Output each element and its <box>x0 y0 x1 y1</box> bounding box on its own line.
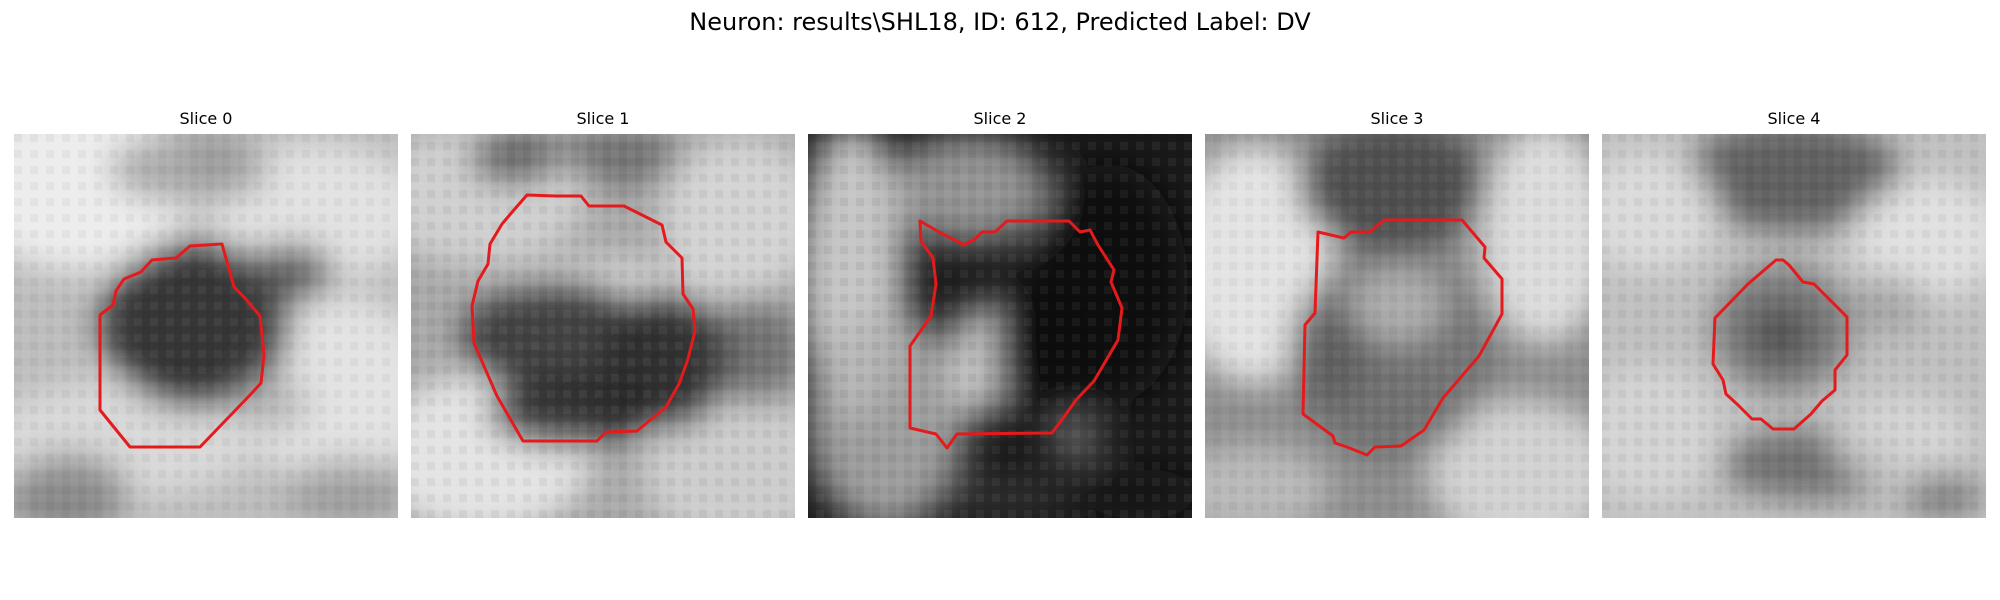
slice-image-4 <box>1602 134 1986 518</box>
slice-image-0 <box>14 134 398 518</box>
slice-panel-3: Slice 3 <box>1205 108 1589 520</box>
slice-image-3 <box>1205 134 1589 518</box>
slice-title-2: Slice 2 <box>973 109 1027 128</box>
slice-title-0: Slice 0 <box>179 109 233 128</box>
slice-title-4: Slice 4 <box>1767 109 1821 128</box>
slice-panel-4: Slice 4 <box>1602 108 1986 520</box>
figure-title: Neuron: results\SHL18, ID: 612, Predicte… <box>689 8 1311 36</box>
slice-title-1: Slice 1 <box>576 109 630 128</box>
slice-panel-1: Slice 1 <box>411 108 795 520</box>
slice-panel-2: Slice 2 <box>808 108 1192 520</box>
slice-panel-0: Slice 0 <box>14 108 398 520</box>
slice-image-1 <box>411 134 795 518</box>
slice-title-3: Slice 3 <box>1370 109 1424 128</box>
slice-image-2 <box>808 134 1192 518</box>
